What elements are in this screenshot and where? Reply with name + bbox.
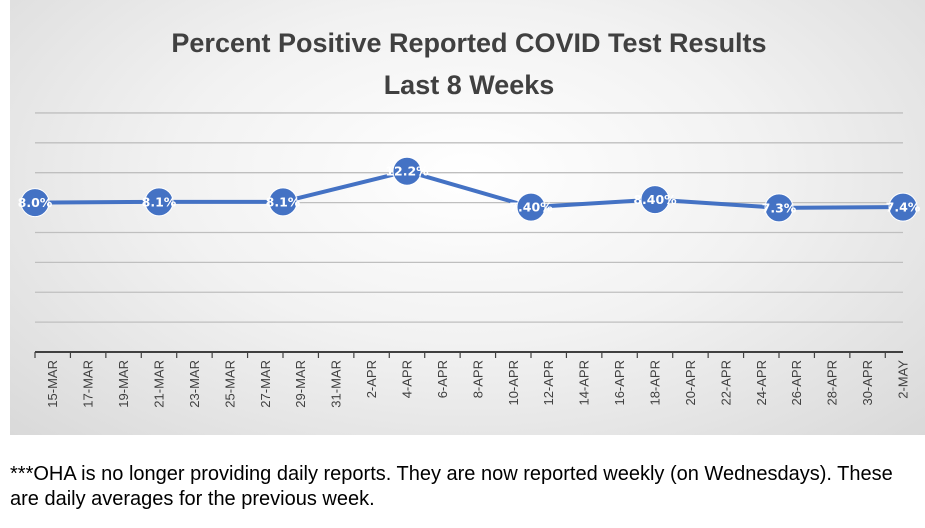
x-tick-label: 31-MAR (329, 360, 344, 408)
x-tick-label: 10-APR (506, 360, 521, 406)
x-tick-label: 20-APR (683, 360, 698, 406)
x-tick-label: 22-APR (718, 360, 733, 406)
x-tick-label: 12-APR (541, 360, 556, 406)
data-label: 8.0% (18, 195, 53, 210)
x-tick-label: 27-MAR (258, 360, 273, 408)
series-line (34, 169, 904, 210)
chart-title-line-1: Percent Positive Reported COVID Test Res… (171, 28, 766, 58)
x-tick-label: 29-MAR (293, 360, 308, 408)
x-tick-label: 18-APR (648, 360, 663, 406)
x-tick-label: 6-APR (435, 360, 450, 398)
x-tick-label: 26-APR (789, 360, 804, 406)
chart-panel: Percent Positive Reported COVID Test Res… (10, 0, 925, 435)
x-tick-label: 2-MAY (896, 360, 911, 399)
data-point-marker (888, 192, 918, 222)
data-point-marker (640, 185, 670, 215)
x-tick-label: 28-APR (825, 360, 840, 406)
chart-title-line-2: Last 8 Weeks (384, 70, 555, 100)
data-label: 7.4% (886, 200, 921, 215)
data-point-marker (20, 188, 50, 218)
data-point-marker (144, 187, 174, 217)
data-label: 8.40% (633, 192, 677, 207)
x-tick-label: 30-APR (860, 360, 875, 406)
x-tick-label: 16-APR (612, 360, 627, 406)
data-label: 12.2% (385, 164, 429, 179)
x-tick-label: 21-MAR (152, 360, 167, 408)
data-point-marker (764, 193, 794, 223)
data-point-marker (516, 192, 546, 222)
x-tick-label: 17-MAR (81, 360, 96, 408)
x-tick-label: 24-APR (754, 360, 769, 406)
x-tick-label: 8-APR (470, 360, 485, 398)
x-tick-label: 14-APR (577, 360, 592, 406)
data-point-marker (392, 156, 422, 186)
line-chart: Percent Positive Reported COVID Test Res… (18, 28, 921, 408)
footnote: ***OHA is no longer providing daily repo… (10, 463, 893, 510)
x-tick-label: 15-MAR (45, 360, 60, 408)
data-label: 7.40% (509, 200, 553, 215)
data-label: 8.1% (266, 194, 301, 209)
x-tick-label: 23-MAR (187, 360, 202, 408)
x-tick-label: 25-MAR (222, 360, 237, 408)
x-tick-label: 4-APR (400, 360, 415, 398)
data-label: 8.1% (142, 194, 177, 209)
x-tick-label: 19-MAR (116, 360, 131, 408)
x-tick-label: 2-APR (364, 360, 379, 398)
data-point-marker (268, 187, 298, 217)
data-label: 7.3% (762, 200, 797, 215)
